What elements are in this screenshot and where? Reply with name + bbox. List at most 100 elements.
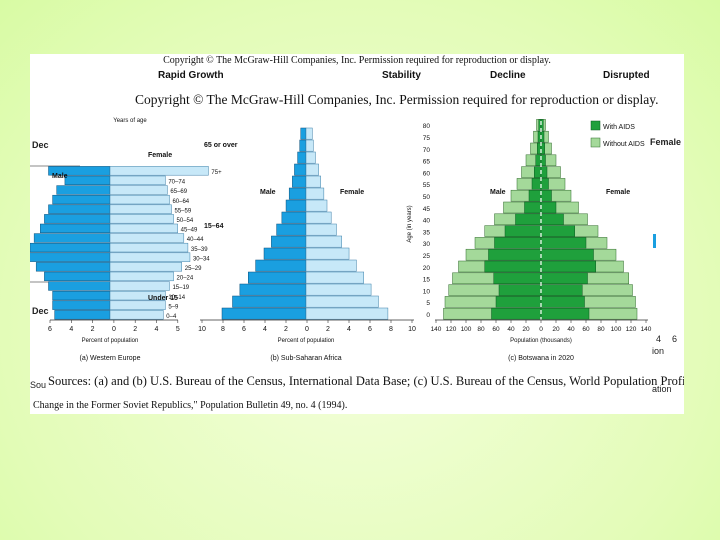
tick-label-botswana-x: 40 — [567, 326, 575, 333]
bar-sub-saharan-male — [248, 271, 307, 284]
bar-sub-saharan-male — [221, 307, 307, 320]
bar-botswana-female-with-aids — [540, 307, 590, 320]
bar-western-europe-male — [48, 281, 111, 291]
legend-swatch-with-aids — [590, 120, 601, 131]
bar-botswana-male-with-aids — [504, 225, 542, 237]
tick-label-botswana-age: 20 — [423, 265, 431, 272]
bar-sub-saharan-male — [292, 175, 307, 188]
tick-label-western-europe-age: 30–34 — [193, 256, 210, 262]
chart-title-sub-saharan: (b) Sub-Saharan Africa — [270, 355, 341, 362]
bar-western-europe-male — [44, 214, 111, 224]
tick-label-sub-saharan-x: 6 — [242, 326, 246, 333]
bar-sub-saharan-female — [305, 271, 364, 284]
tick-label-western-europe-age: 35–39 — [191, 247, 208, 253]
tick-label-sub-saharan-x: 2 — [326, 326, 330, 333]
copyright-small: Copyright © The McGraw-Hill Companies, I… — [163, 55, 551, 66]
category-stability: Stability — [382, 70, 421, 81]
bar-western-europe-female — [109, 300, 166, 310]
tick-label-botswana-age: 60 — [423, 170, 431, 177]
bar-western-europe-male — [48, 204, 111, 214]
bar-western-europe-male — [64, 175, 111, 186]
label-female-sub-saharan: Female — [340, 189, 364, 196]
tick-label-botswana-age: 15 — [423, 277, 431, 284]
bar-botswana-female-with-aids — [540, 248, 594, 261]
tick-label-botswana-age: 0 — [426, 312, 430, 319]
ghost-bar-right — [653, 234, 656, 248]
tick-label-western-europe-age: 75+ — [211, 170, 222, 176]
bar-western-europe-male — [44, 271, 111, 282]
tick-label-botswana-age: 25 — [423, 253, 431, 260]
tick-label-botswana-x: 60 — [492, 326, 500, 333]
bar-sub-saharan-male — [255, 259, 307, 272]
tick-label-botswana-x: 0 — [539, 326, 543, 333]
bar-botswana-female-with-aids — [540, 178, 549, 190]
tick-label-western-europe-age: 10–14 — [168, 295, 185, 301]
bar-sub-saharan-male — [294, 163, 307, 176]
label-female-botswana: Female — [606, 189, 630, 196]
chart-title-western-europe: (a) Western Europe — [80, 355, 141, 362]
fragment-tick-4: 4 — [656, 334, 662, 344]
population-pyramids-svg: 0–4 5–9 10–14 15–19 20–24 25–29 30–34 35–39 40–4… — [30, 114, 656, 362]
bar-sub-saharan-male — [300, 127, 307, 140]
copyright-large: Copyright © The McGraw-Hill Companies, I… — [135, 92, 659, 107]
bar-botswana-female-with-aids — [540, 142, 545, 155]
bar-sub-saharan-male — [263, 247, 307, 260]
bar-botswana-female-with-aids — [540, 166, 548, 178]
bar-botswana-female-with-aids — [540, 213, 564, 226]
bar-sub-saharan-female — [305, 151, 316, 164]
bar-botswana-male-with-aids — [493, 272, 542, 285]
bar-western-europe-male — [56, 185, 111, 195]
bar-western-europe-female — [109, 175, 166, 186]
bar-botswana-female-with-aids — [540, 201, 557, 214]
bar-western-europe-female — [109, 214, 174, 224]
tick-label-botswana-age: 45 — [423, 206, 431, 213]
tick-label-western-europe-age: 0–4 — [166, 314, 177, 320]
bar-sub-saharan-male — [288, 187, 307, 200]
fragment-dec-bottom: Dec — [32, 306, 49, 316]
bar-botswana-male-with-aids — [488, 248, 542, 261]
sources-line-2: Change in the Former Soviet Republics," … — [33, 400, 348, 411]
tick-label-western-europe-x: 2 — [133, 326, 137, 333]
bar-botswana-female-with-aids — [540, 154, 546, 167]
tick-label-botswana-age: 30 — [423, 241, 431, 248]
bar-sub-saharan-male — [285, 199, 307, 212]
label-under-15: Under 15 — [148, 295, 178, 302]
label-male-botswana: Male — [490, 189, 506, 196]
bar-botswana-female-with-aids — [540, 237, 587, 249]
fragment-dec-top: Dec — [32, 140, 49, 150]
tick-label-western-europe-x: 4 — [69, 326, 73, 333]
bar-western-europe-female — [109, 310, 164, 320]
fragment-sou: Sou — [30, 380, 47, 390]
bar-botswana-female-with-aids — [540, 260, 596, 273]
tick-label-botswana-age: 75 — [423, 135, 431, 142]
tick-label-sub-saharan-x: 8 — [221, 326, 225, 333]
legend-swatch-without-aids — [590, 137, 601, 148]
tick-label-sub-saharan-x: 8 — [389, 326, 393, 333]
bar-botswana-male-with-aids — [495, 296, 542, 308]
tick-label-western-europe-age: 25–29 — [185, 266, 202, 272]
axis-title-botswana-y: Age (in years) — [407, 205, 413, 242]
fragment-tick-6: 6 — [672, 334, 678, 344]
chart-title-botswana: (c) Botswana in 2020 — [508, 355, 574, 362]
label-male-sub-saharan: Male — [260, 189, 276, 196]
age-header-western-europe: Years of age — [113, 118, 147, 124]
bar-botswana-female-with-aids — [540, 284, 583, 296]
axis-title-western-europe: Percent of population — [82, 338, 139, 344]
bar-sub-saharan-male — [239, 283, 307, 296]
tick-label-western-europe-age: 20–24 — [177, 276, 194, 282]
bar-sub-saharan-female — [305, 247, 350, 260]
tick-label-western-europe-age: 55–59 — [175, 208, 192, 214]
bar-botswana-female-with-aids — [540, 272, 588, 285]
bar-sub-saharan-female — [305, 259, 357, 272]
tick-label-western-europe-age: 15–19 — [172, 285, 189, 291]
bar-western-europe-female — [109, 166, 209, 176]
bar-western-europe-male — [40, 223, 111, 234]
tick-label-botswana-x: 20 — [522, 326, 530, 333]
bar-sub-saharan-female — [305, 223, 337, 236]
bar-botswana-male-with-aids — [528, 189, 542, 202]
tick-label-western-europe-x: 6 — [48, 326, 52, 333]
tick-label-botswana-age: 65 — [423, 159, 431, 166]
bar-botswana-male-with-aids — [535, 154, 542, 167]
tick-label-botswana-x: 120 — [626, 326, 637, 333]
fragment-ion: ion — [652, 346, 665, 356]
